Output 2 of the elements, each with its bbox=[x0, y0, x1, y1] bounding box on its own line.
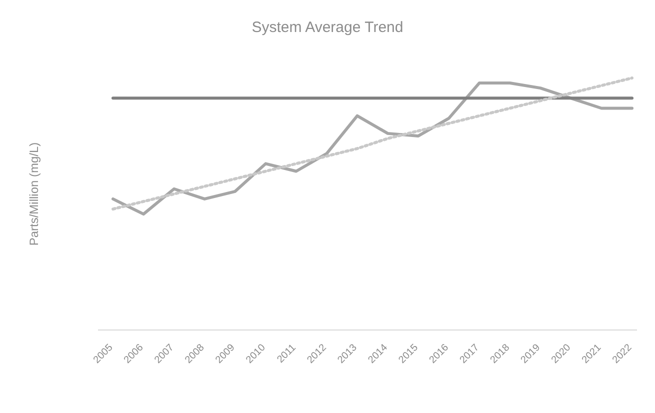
y-axis-title: Parts/Million (mg/L) bbox=[27, 142, 41, 246]
chart-title: System Average Trend bbox=[252, 19, 404, 36]
